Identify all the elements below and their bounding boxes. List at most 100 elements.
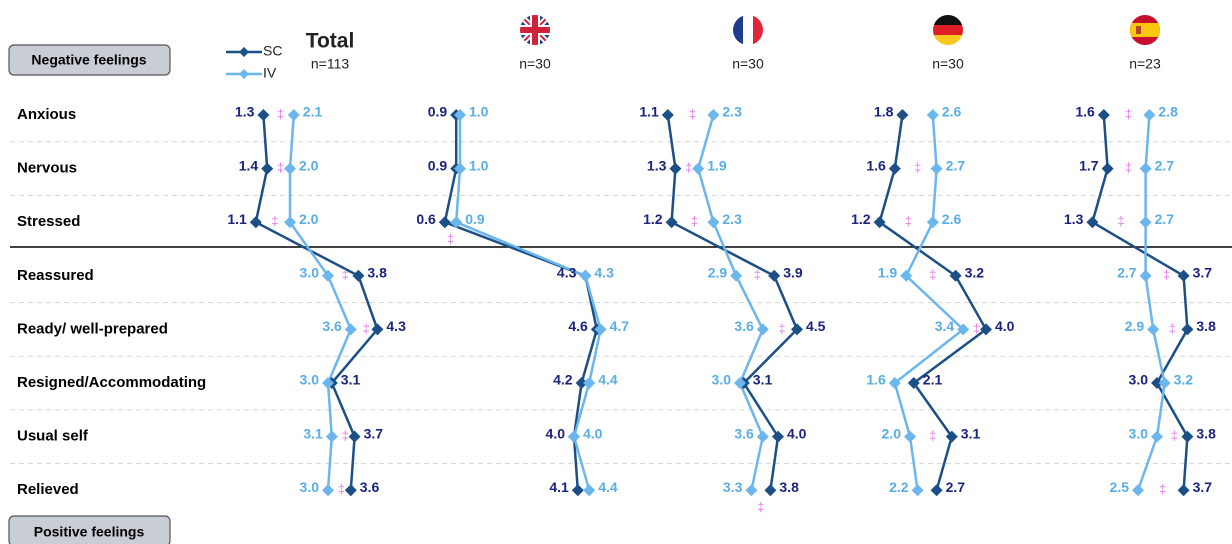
marker (344, 323, 357, 336)
value-label: 3.7 (364, 425, 384, 441)
value-label: 1.1 (639, 104, 659, 120)
marker (900, 269, 913, 282)
value-label: 1.6 (1075, 104, 1095, 120)
marker (583, 484, 596, 497)
value-label: 3.2 (1174, 372, 1194, 388)
series-line (1090, 114, 1189, 491)
significance-mark: ‡ (757, 500, 764, 515)
row-label: Reassured (17, 267, 94, 284)
value-label: 1.3 (647, 157, 667, 173)
marker (930, 484, 943, 497)
legend-label: IV (263, 65, 277, 81)
significance-mark: ‡ (778, 321, 785, 336)
value-label: 1.4 (239, 157, 259, 173)
group-label: Negative feelings (31, 52, 146, 68)
significance-mark: ‡ (1117, 214, 1124, 229)
value-label: 4.4 (598, 372, 618, 388)
value-label: 2.7 (946, 479, 966, 495)
marker (1143, 109, 1156, 121)
marker (730, 269, 743, 282)
significance-mark: ‡ (754, 267, 761, 282)
marker (568, 430, 580, 443)
marker (322, 269, 334, 282)
legend-label: SC (263, 43, 282, 59)
value-label: 2.1 (923, 372, 943, 388)
marker (1181, 323, 1194, 336)
marker (707, 216, 720, 229)
significance-mark: ‡ (1169, 321, 1176, 336)
marker (1097, 109, 1110, 121)
marker (454, 109, 466, 121)
marker (888, 377, 901, 389)
value-label: 0.6 (416, 211, 436, 227)
value-label: 3.3 (723, 479, 743, 495)
marker (348, 430, 361, 443)
legend-marker (239, 47, 249, 57)
marker (764, 484, 777, 497)
value-label: 2.9 (708, 265, 728, 281)
marker (1139, 269, 1152, 282)
marker (904, 430, 916, 443)
marker (945, 430, 958, 443)
series-line (666, 114, 799, 491)
marker (575, 377, 588, 389)
value-label: 2.7 (1117, 265, 1137, 281)
value-label: 3.8 (1196, 318, 1216, 334)
value-label: 1.8 (874, 104, 894, 120)
value-label: 2.5 (1110, 479, 1130, 495)
marker (571, 484, 584, 497)
value-label: 4.3 (557, 265, 577, 281)
significance-mark: ‡ (929, 267, 936, 282)
panel-subtitle: n=30 (932, 56, 964, 72)
panel-subtitle: n=113 (311, 56, 349, 72)
value-label: 2.6 (942, 104, 962, 120)
marker (907, 377, 920, 389)
series-line (878, 114, 988, 491)
significance-mark: ‡ (1125, 160, 1132, 175)
series-line (454, 115, 602, 491)
value-label: 4.7 (610, 318, 630, 334)
marker (322, 377, 334, 389)
value-label: 2.3 (722, 104, 742, 120)
value-label: 2.3 (722, 211, 742, 227)
marker (949, 269, 962, 282)
marker (1177, 269, 1190, 282)
value-label: 3.1 (961, 425, 981, 441)
marker (772, 430, 784, 443)
value-label: 4.4 (598, 479, 618, 495)
significance-mark: ‡ (929, 428, 936, 443)
marker (980, 323, 992, 336)
marker (692, 162, 705, 175)
marker (579, 269, 592, 282)
significance-mark: ‡ (1171, 428, 1178, 443)
marker (911, 484, 924, 497)
marker (1158, 377, 1171, 389)
significance-mark: ‡ (447, 232, 454, 247)
value-label: 4.0 (583, 425, 603, 441)
significance-mark: ‡ (914, 160, 921, 175)
row-label: Stressed (17, 213, 80, 230)
marker (756, 323, 769, 336)
value-label: 3.6 (734, 318, 754, 334)
marker (1151, 377, 1163, 389)
marker (661, 109, 674, 121)
significance-mark: ‡ (277, 160, 284, 175)
significance-mark: ‡ (973, 321, 980, 336)
value-label: 1.6 (866, 157, 886, 173)
marker (669, 162, 682, 175)
group-box (8, 515, 171, 544)
value-label: 3.8 (1196, 425, 1216, 441)
value-label: 4.0 (995, 318, 1015, 334)
significance-mark: ‡ (342, 428, 349, 443)
value-label: 3.0 (1129, 372, 1149, 388)
value-label: 0.9 (428, 104, 448, 120)
legend-marker (239, 69, 249, 79)
value-label: 4.1 (549, 479, 569, 495)
value-label: 1.0 (469, 157, 489, 173)
marker (261, 162, 274, 175)
value-label: 3.4 (935, 318, 955, 334)
row-label: Nervous (17, 160, 77, 177)
marker (957, 323, 970, 336)
marker (665, 216, 678, 229)
